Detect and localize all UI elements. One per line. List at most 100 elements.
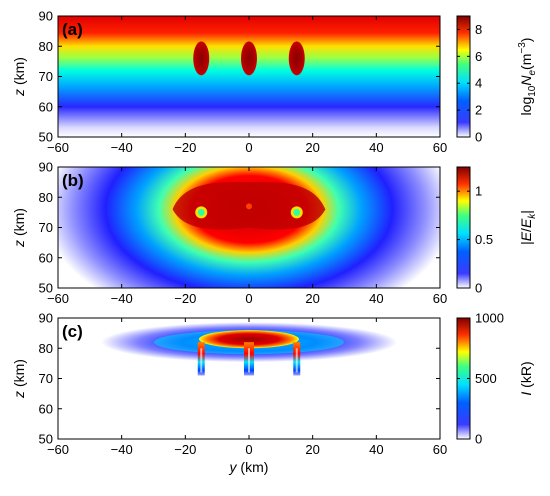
colorbar-label-unit-exp: −3: [517, 42, 528, 54]
x-tick-label: −60: [47, 291, 69, 306]
y-tick-label: 90: [39, 9, 53, 24]
panel-label: (b): [62, 171, 84, 190]
y-axis-unit: (km): [11, 359, 27, 391]
y-tick-label: 60: [39, 250, 53, 265]
colorbar-label-var2-sub: k: [527, 213, 538, 219]
colorbar-label-var2: E: [518, 218, 534, 228]
colorbar: [456, 15, 471, 138]
x-tick-label: 40: [369, 291, 383, 306]
colorbar-tick-label: 0.5: [475, 232, 493, 247]
efield-center-mark: [246, 203, 252, 210]
y-tick-label: 70: [39, 69, 53, 84]
colorbar-label-var: N: [518, 75, 534, 86]
x-tick-label: −60: [47, 140, 69, 155]
y-axis-label: z (km): [11, 208, 27, 248]
colorbar-label: I (kR): [518, 361, 534, 395]
x-tick-label: 60: [433, 291, 447, 306]
y-axis-variable: z: [11, 89, 27, 97]
colorbar-label-var: I: [518, 392, 534, 396]
heatmap-field: [58, 318, 440, 439]
x-axis-unit: (km): [237, 459, 269, 475]
colorbar-tick-label: 0: [475, 432, 482, 447]
y-tick-label: 90: [39, 311, 53, 326]
y-tick-label: 50: [39, 130, 53, 145]
y-axis-unit: (km): [11, 208, 27, 240]
efield-node-2: [293, 208, 301, 216]
colorbar-tick-label: 8: [475, 22, 482, 37]
y-axis-label: z (km): [11, 359, 27, 399]
colorbar-label-open: |: [518, 241, 534, 245]
colorbar-tick-label: 0: [475, 281, 482, 296]
y-tick-label: 90: [39, 160, 53, 175]
colorbar-label-var-sub: e: [527, 70, 538, 76]
y-axis-label: z (km): [11, 57, 27, 97]
colorbar-label-log-base: 10: [527, 85, 538, 97]
colorbar-label-unit: (m: [518, 54, 534, 70]
y-tick-label: 70: [39, 220, 53, 235]
x-tick-label: −20: [174, 140, 196, 155]
x-tick-label: 60: [433, 140, 447, 155]
y-axis-variable: z: [11, 391, 27, 399]
x-tick-label: −40: [111, 140, 133, 155]
colorbar-tick-label: 1: [475, 184, 482, 199]
panel-2: −60 −40 −20 0 20 40 60 50 60 70 80 90 z (km) (b) 0 0.5 1…: [11, 160, 538, 307]
colorbar-label-var: E: [518, 231, 534, 241]
panel-1: −60 −40 −20 0 20 40 60 50 60 70 80 90 z (km) (a) 0 2 4 6 8…: [11, 9, 538, 156]
panel-label: (c): [62, 322, 83, 341]
colorbar-tick-label: 6: [475, 49, 482, 64]
emission-streak-highlight-1: [200, 348, 203, 373]
colorbar-label: |E/Ek|: [518, 210, 538, 245]
x-axis-label: y (km): [229, 459, 269, 475]
x-tick-label: 0: [245, 442, 252, 457]
x-tick-label: 40: [369, 140, 383, 155]
efield-node-1: [197, 208, 205, 216]
emission-core: [199, 330, 299, 349]
colorbar-label-unit: (kR): [518, 361, 534, 391]
density-column-3: [288, 41, 305, 76]
colorbar-tick-label: 1000: [475, 311, 504, 326]
y-tick-label: 70: [39, 371, 53, 386]
colorbar-tick-label: 4: [475, 76, 482, 91]
colorbar-label-close: |: [518, 210, 534, 214]
emission-streak-highlight-3: [295, 348, 298, 373]
colorbar-tick-label: 2: [475, 103, 482, 118]
colorbar-label-log: log: [518, 97, 534, 116]
x-axis-variable: y: [229, 459, 238, 475]
x-tick-label: −20: [174, 442, 196, 457]
density-gradient: [58, 16, 440, 137]
x-tick-label: −20: [174, 291, 196, 306]
x-tick-label: 20: [305, 140, 319, 155]
colorbar-tick-label: 500: [475, 371, 497, 386]
panel-label: (a): [62, 20, 83, 39]
emission-streak-highlight-2: [248, 348, 250, 373]
density-column-2: [241, 41, 257, 76]
colorbar-label-close: ): [518, 38, 534, 43]
y-tick-label: 50: [39, 432, 53, 447]
y-tick-label: 80: [39, 190, 53, 205]
y-tick-label: 50: [39, 281, 53, 296]
heatmap-field: [58, 167, 440, 288]
colorbar: [456, 166, 471, 289]
y-tick-label: 60: [39, 401, 53, 416]
y-tick-label: 80: [39, 341, 53, 356]
x-tick-label: −40: [111, 291, 133, 306]
x-tick-label: 20: [305, 442, 319, 457]
x-tick-label: −40: [111, 442, 133, 457]
x-tick-label: 60: [433, 442, 447, 457]
y-axis-variable: z: [11, 240, 27, 248]
y-tick-label: 60: [39, 99, 53, 114]
colorbar-tick-label: 0: [475, 130, 482, 145]
x-tick-label: 40: [369, 442, 383, 457]
y-tick-label: 80: [39, 39, 53, 54]
x-tick-label: 0: [245, 291, 252, 306]
x-tick-label: 20: [305, 291, 319, 306]
colorbar-label: log10Ne(m−3): [517, 38, 538, 116]
colorbar-label-slash: /: [518, 228, 534, 232]
x-tick-label: −60: [47, 442, 69, 457]
heatmap-field: [58, 16, 440, 137]
x-tick-label: 0: [245, 140, 252, 155]
density-column-1: [193, 41, 210, 76]
y-axis-unit: (km): [11, 57, 27, 89]
